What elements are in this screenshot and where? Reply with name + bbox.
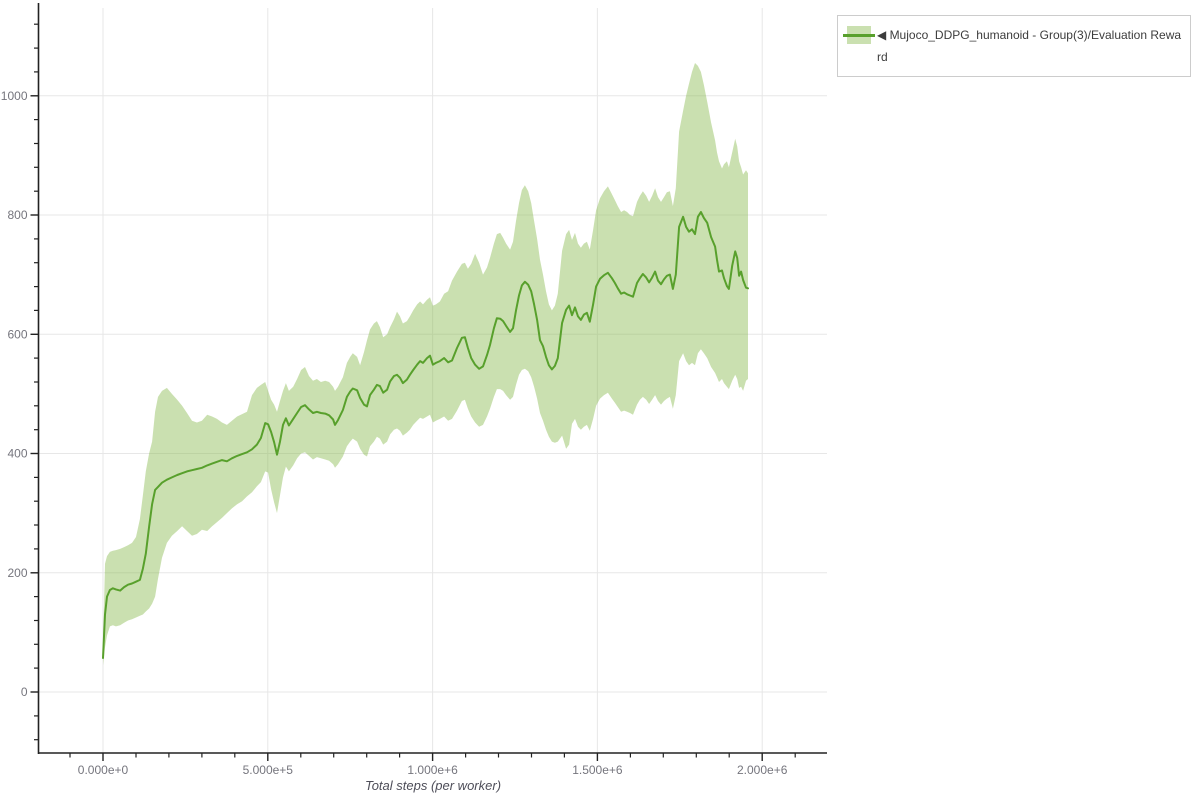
y-tick-label: 0: [21, 685, 28, 699]
x-tick-label: 1.000e+6: [407, 763, 458, 777]
legend-box: ◀ Mujoco_DDPG_humanoid - Group(3)/Evalua…: [837, 15, 1191, 77]
legend-series-swatch-icon: [843, 26, 875, 44]
x-tick-label: 5.000e+5: [243, 763, 294, 777]
x-tick-label: 0.000e+0: [78, 763, 129, 777]
x-tick-label: 2.000e+6: [737, 763, 788, 777]
y-tick-label: 200: [7, 566, 27, 580]
y-tick-label: 800: [7, 208, 27, 222]
legend-label: ◀ Mujoco_DDPG_humanoid - Group(3)/Evalua…: [877, 28, 1182, 64]
legend-line-swatch: [843, 34, 875, 37]
legend-item[interactable]: ◀ Mujoco_DDPG_humanoid - Group(3)/Evalua…: [838, 16, 1190, 76]
x-tick-label: 1.500e+6: [572, 763, 623, 777]
confidence-band: [103, 63, 748, 666]
x-axis-title: Total steps (per worker): [364, 778, 502, 793]
mean-line: [102, 211, 749, 659]
y-tick-label: 400: [7, 447, 27, 461]
y-tick-label: 1000: [1, 89, 28, 103]
y-tick-label: 600: [7, 327, 27, 341]
